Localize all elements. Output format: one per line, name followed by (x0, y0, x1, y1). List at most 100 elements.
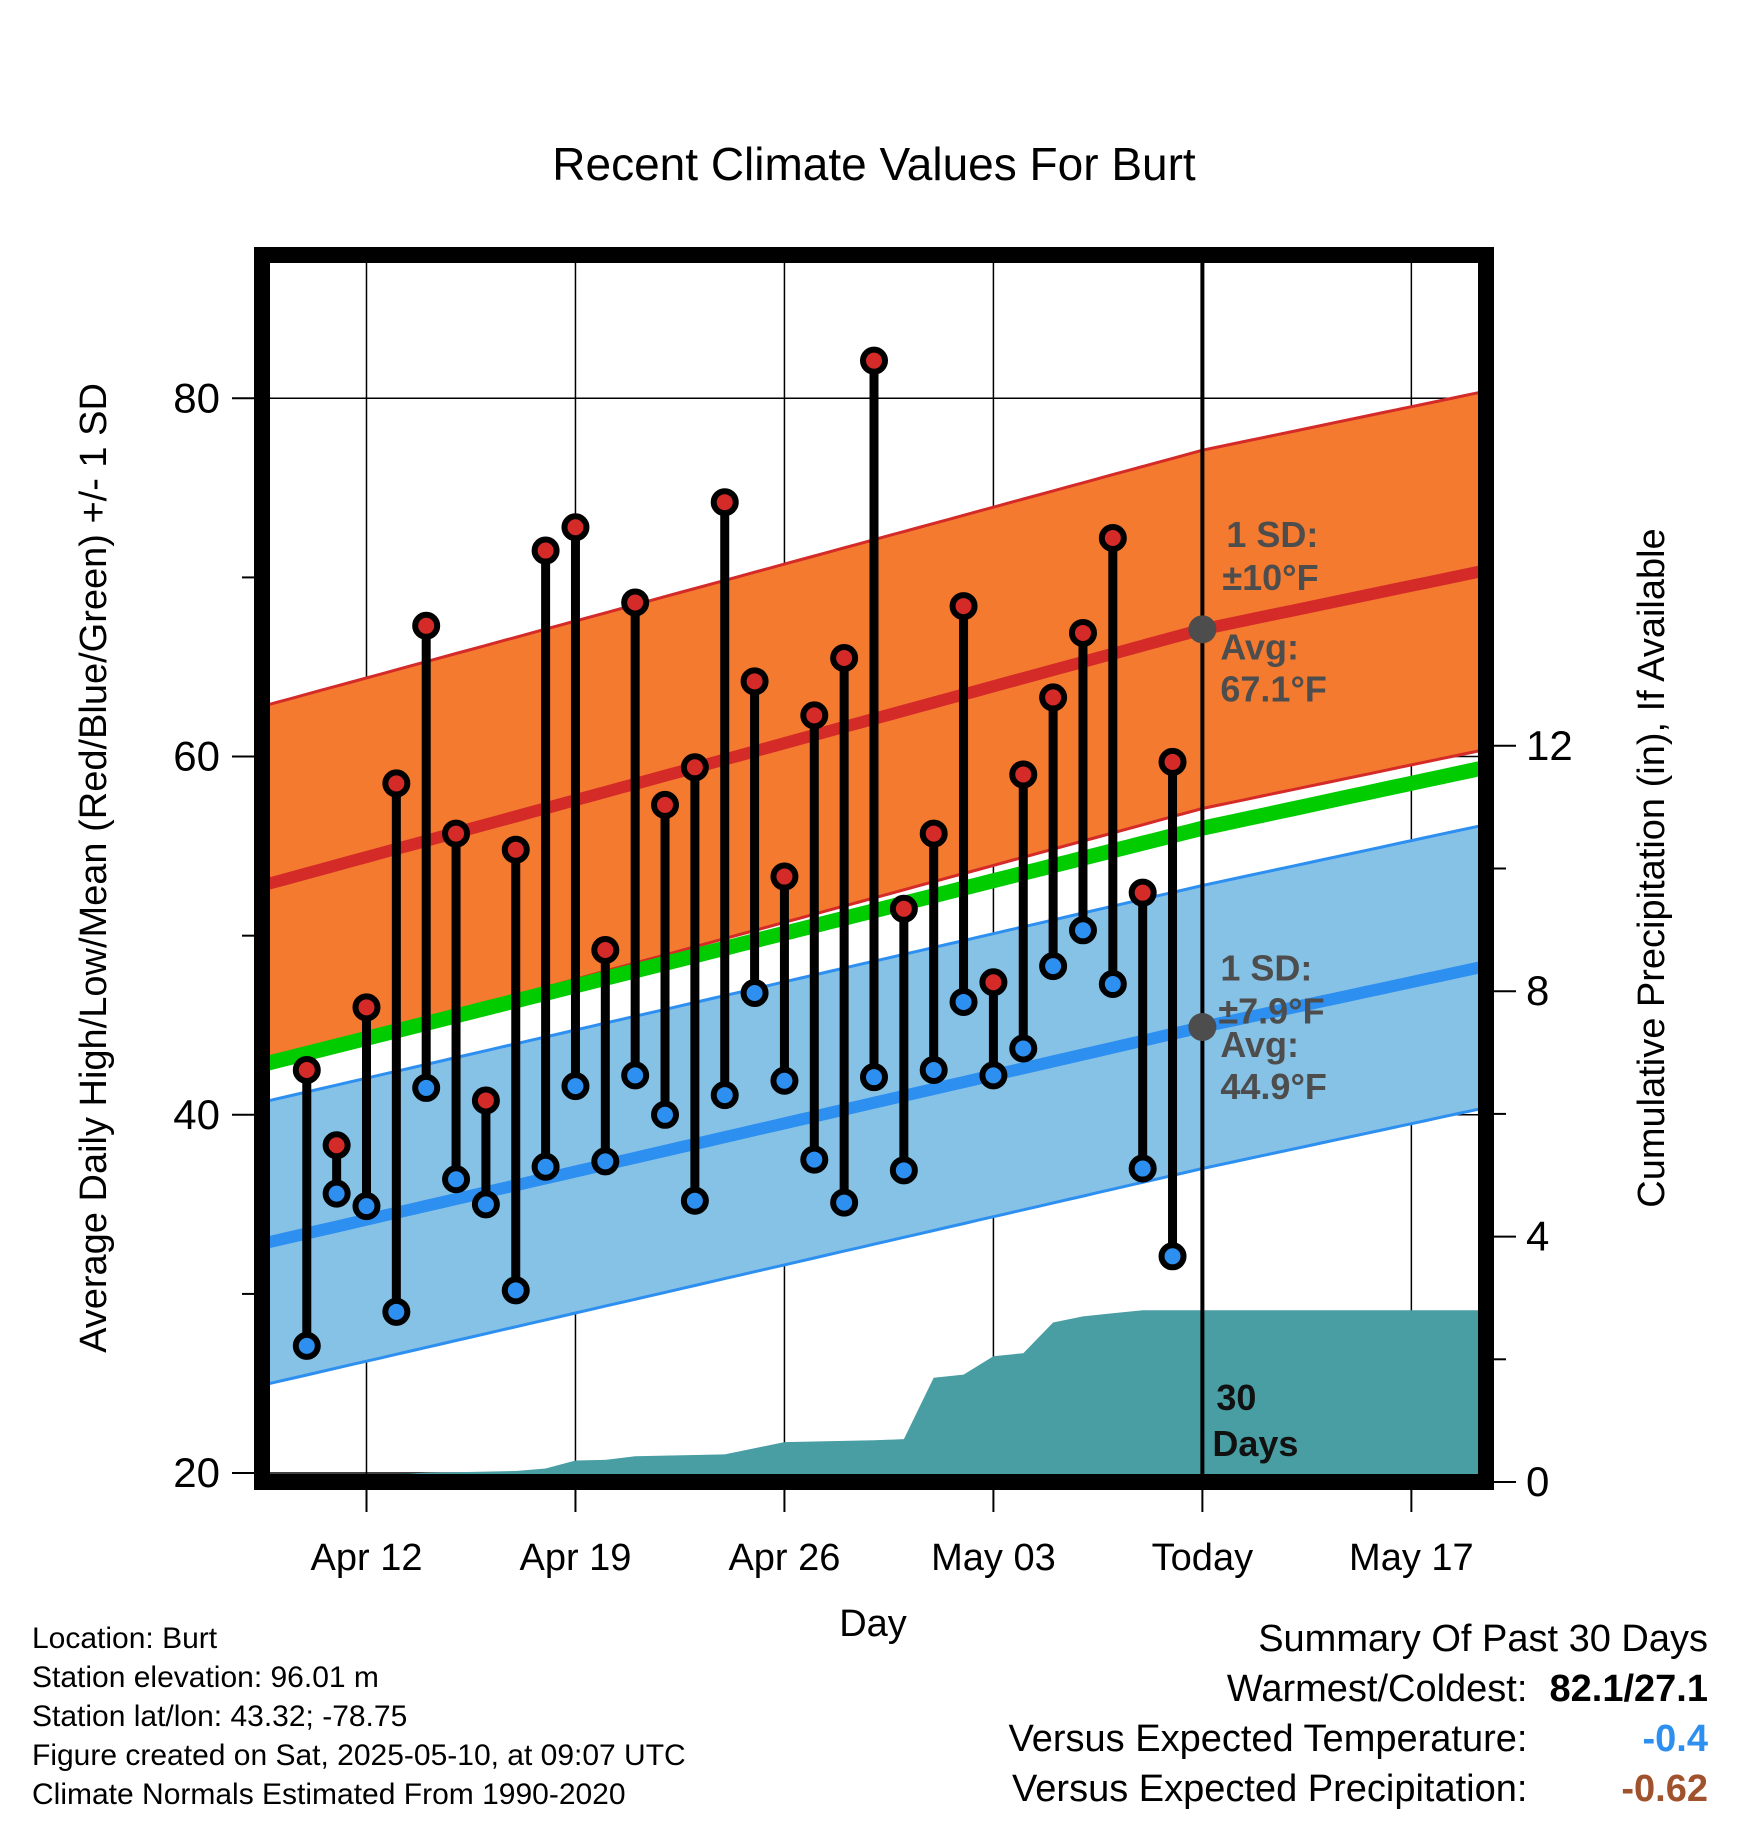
low-sd-value: ±7.9°F (1218, 991, 1324, 1032)
y-tick-label: 20 (173, 1449, 220, 1496)
daily-low-point (531, 1152, 560, 1181)
daily-high-point (1068, 618, 1097, 647)
latlon-text: Station lat/lon: 43.32; -78.75 (32, 1700, 408, 1733)
location-text: Location: Burt (32, 1622, 218, 1655)
daily-low-point (1128, 1154, 1157, 1183)
daily-low-point (979, 1061, 1008, 1090)
daily-high-point (919, 819, 948, 848)
temp-vs-expected-label: Versus Expected Temperature: (1008, 1718, 1528, 1760)
daily-low-point (1039, 952, 1068, 981)
daily-low-point (352, 1192, 381, 1221)
daily-high-point (442, 819, 471, 848)
x-tick-label: Apr 26 (728, 1537, 840, 1579)
cumulative-precip-area (268, 1310, 1480, 1482)
daily-low-point (561, 1072, 590, 1101)
y-tick-label: 60 (173, 733, 220, 780)
elevation-text: Station elevation: 96.01 m (32, 1661, 379, 1694)
temp-vs-expected-value: -0.4 (1642, 1718, 1708, 1760)
daily-low-point (591, 1147, 620, 1176)
daily-low-point (800, 1145, 829, 1174)
daily-high-point (471, 1086, 500, 1115)
daily-low-point (621, 1061, 650, 1090)
daily-low-point (412, 1073, 441, 1102)
daily-low-point (770, 1066, 799, 1095)
daily-low-point (889, 1156, 918, 1185)
daily-high-point (561, 513, 590, 542)
daily-low-point (1068, 916, 1097, 945)
warm-cold-value: 82.1/27.1 (1549, 1668, 1708, 1710)
today-avg-high-marker (1188, 615, 1217, 644)
today-avg-low-marker (1188, 1013, 1217, 1042)
avg-low-line (268, 961, 1480, 1249)
days-word-label: Days (1212, 1423, 1298, 1464)
daily-high-point (322, 1131, 351, 1160)
daily-high-point (1158, 747, 1187, 776)
plot-area (268, 255, 1480, 1482)
daily-high-point (382, 769, 411, 798)
precip-vs-expected-label: Versus Expected Precipitation: (1012, 1768, 1528, 1810)
daily-low-point (382, 1297, 411, 1326)
daily-high-point (800, 701, 829, 730)
high-avg-value: 67.1°F (1220, 668, 1326, 709)
daily-low-point (322, 1179, 351, 1208)
daily-low-point (1098, 970, 1127, 999)
summary-precip: Versus Expected Precipitation: -0.62 (1012, 1768, 1708, 1811)
days-count-label: 30 (1216, 1377, 1256, 1418)
daily-low-point (830, 1188, 859, 1217)
y-tick-label: 40 (173, 1091, 220, 1138)
daily-high-point (1039, 683, 1068, 712)
daily-high-point (830, 644, 859, 673)
high-sd-value: ±10°F (1222, 557, 1318, 598)
y-axis-label: Average Daily High/Low/Mean (Red/Blue/Gr… (73, 383, 115, 1353)
high-sd-label: 1 SD: (1226, 514, 1318, 555)
warm-cold-label: Warmest/Coldest: (1226, 1668, 1528, 1710)
chart-title: Recent Climate Values For Burt (552, 138, 1196, 190)
daily-low-point (1009, 1034, 1038, 1063)
x-tick-label: Apr 19 (519, 1537, 631, 1579)
daily-high-point (531, 536, 560, 565)
summary-temp: Versus Expected Temperature: -0.4 (1009, 1718, 1708, 1761)
y2-tick-label: 12 (1526, 722, 1573, 769)
y2-tick-label: 8 (1526, 967, 1549, 1014)
daily-high-point (889, 894, 918, 923)
x-tick-label: May 17 (1349, 1537, 1474, 1579)
daily-high-point (651, 790, 680, 819)
daily-high-point (949, 592, 978, 621)
daily-high-point (1009, 760, 1038, 789)
daily-low-point (651, 1100, 680, 1129)
normals-text: Climate Normals Estimated From 1990-2020 (32, 1778, 626, 1811)
y2-tick-label: 4 (1526, 1213, 1549, 1260)
daily-high-point (621, 588, 650, 617)
daily-high-point (740, 667, 769, 696)
daily-high-point (979, 968, 1008, 997)
daily-high-point (412, 611, 441, 640)
daily-high-point (591, 936, 620, 965)
y-tick-label: 80 (173, 374, 220, 421)
daily-high-point (680, 753, 709, 782)
plot-frame (254, 247, 1494, 1490)
daily-high-point (1128, 878, 1157, 907)
low-avg-value: 44.9°F (1220, 1066, 1326, 1107)
daily-low-point (471, 1190, 500, 1219)
x-axis-label: Day (839, 1603, 907, 1645)
low-sd-lower-edge (268, 1107, 1480, 1386)
daily-low-point (1158, 1242, 1187, 1271)
daily-low-point (442, 1165, 471, 1194)
daily-high-point (770, 862, 799, 891)
low-avg-label: Avg: (1220, 1024, 1299, 1065)
y2-tick-label: 0 (1526, 1458, 1549, 1505)
high-avg-label: Avg: (1220, 626, 1299, 667)
x-tick-label: May 03 (931, 1537, 1056, 1579)
x-tick-label: Apr 12 (311, 1537, 423, 1579)
daily-high-point (352, 993, 381, 1022)
y2-axis-label: Cumulative Precipitation (in), If Availa… (1631, 528, 1673, 1207)
daily-low-point (919, 1056, 948, 1085)
daily-low-point (292, 1331, 321, 1360)
x-tick-label: Today (1152, 1537, 1253, 1579)
daily-low-point (680, 1186, 709, 1215)
daily-low-point (860, 1063, 888, 1092)
daily-low-point (501, 1276, 530, 1305)
precip-vs-expected-value: -0.62 (1621, 1768, 1708, 1810)
summary-warm-cold: Warmest/Coldest: 82.1/27.1 (1227, 1668, 1708, 1711)
